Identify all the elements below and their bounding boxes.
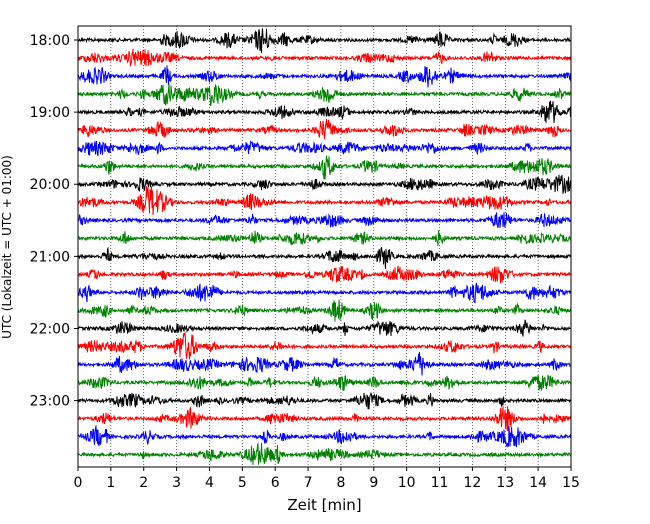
trace-2245 — [77, 374, 572, 391]
trace-2130 — [77, 282, 572, 304]
y-axis-label: UTC (Lokalzeit = UTC + 01:00) — [0, 155, 14, 339]
x-tick-label: 4 — [205, 475, 214, 491]
trace-2115 — [77, 265, 572, 284]
trace-2200 — [77, 319, 572, 337]
x-tick-label: 5 — [238, 475, 247, 491]
trace-2230 — [77, 351, 572, 376]
trace-1930 — [77, 140, 572, 157]
trace-2345 — [77, 441, 572, 466]
y-tick-label: 19:00 — [30, 105, 70, 121]
trace-2045 — [77, 230, 572, 246]
x-tick-label: 2 — [139, 475, 148, 491]
y-tick-label: 20:00 — [30, 177, 70, 193]
traces — [77, 28, 572, 466]
y-tick-label: 21:00 — [30, 249, 70, 265]
trace-2030 — [77, 212, 572, 229]
trace-2215 — [77, 331, 572, 360]
trace-2145 — [77, 299, 572, 322]
x-tick-label: 6 — [271, 475, 280, 491]
trace-1915 — [77, 118, 572, 140]
trace-1800 — [77, 28, 572, 53]
x-tick-label: 8 — [336, 475, 345, 491]
trace-2315 — [77, 406, 572, 432]
trace-2100 — [77, 246, 572, 269]
x-tick-label: 9 — [369, 475, 378, 491]
trace-1900 — [77, 100, 572, 123]
x-tick-label: 10 — [398, 475, 416, 491]
y-axis-ticks: 18:00 19:00 20:00 21:00 22:00 23:00 — [30, 33, 78, 410]
x-tick-label: 7 — [304, 475, 313, 491]
x-tick-label: 13 — [496, 475, 514, 491]
x-tick-label: 12 — [463, 475, 481, 491]
trace-1845 — [77, 83, 572, 107]
x-axis-ticks: 0 1 2 3 4 5 6 7 8 9 10 11 12 13 14 15 — [74, 467, 580, 491]
trace-2015 — [77, 186, 572, 215]
y-tick-label: 22:00 — [30, 321, 70, 337]
y-tick-label: 23:00 — [30, 394, 70, 410]
plot-frame — [77, 25, 572, 468]
x-tick-label: 15 — [562, 475, 580, 491]
x-tick-label: 3 — [172, 475, 181, 491]
x-axis-label: Zeit [min] — [287, 496, 361, 514]
y-tick-label: 18:00 — [30, 33, 70, 49]
x-tick-label: 11 — [431, 475, 449, 491]
x-tick-label: 1 — [106, 475, 115, 491]
trace-2330 — [77, 425, 572, 448]
trace-1945 — [77, 155, 572, 180]
x-tick-label: 0 — [74, 475, 83, 491]
trace-1815 — [77, 48, 572, 67]
trace-2000 — [77, 174, 572, 194]
trace-1830 — [77, 65, 572, 88]
x-tick-label: 14 — [529, 475, 547, 491]
trace-2300 — [77, 391, 572, 410]
